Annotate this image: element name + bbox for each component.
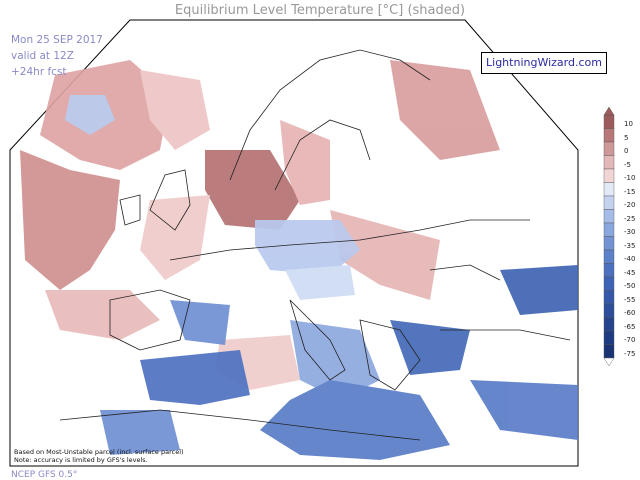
colorbar-swatch <box>603 141 615 156</box>
colorbar-label: -70 <box>624 336 636 344</box>
colorbar-swatch <box>603 263 615 278</box>
colorbar-top-tip <box>603 106 615 116</box>
colorbar-label: -40 <box>624 255 636 263</box>
colorbar-label: -10 <box>624 174 636 182</box>
colorbar-swatch <box>603 168 615 183</box>
valid-label: valid at 12Z <box>11 50 74 62</box>
colorbar-label: -30 <box>624 228 636 236</box>
colorbar-label: -50 <box>624 282 636 290</box>
map-title: Equilibrium Level Temperature [°C] (shad… <box>174 3 466 18</box>
colorbar-swatch <box>603 114 615 129</box>
colorbar-label: -75 <box>624 349 636 358</box>
colorbar-label: -65 <box>624 322 636 331</box>
colorbar-label: 10 <box>624 120 633 128</box>
colorbar-label: 0 <box>624 147 629 155</box>
colorbar-swatch <box>603 182 615 197</box>
colorbar-label: -15 <box>624 187 636 196</box>
note-line-1: Based on Most-Unstable parcel (incl. sur… <box>14 448 184 456</box>
colorbar-swatch <box>603 249 615 264</box>
date-label: Mon 25 SEP 2017 <box>11 34 103 46</box>
colorbar-label: -20 <box>624 201 636 209</box>
forecast-label: +24hr fcst <box>11 66 67 78</box>
colorbar-swatch <box>603 303 615 318</box>
colorbar-swatch <box>603 155 615 170</box>
colorbar-label: -60 <box>624 309 636 317</box>
colorbar-bottom-tip <box>603 357 615 367</box>
colorbar-swatch <box>603 222 615 237</box>
colorbar-label: -35 <box>624 241 636 250</box>
brand-link[interactable]: LightningWizard.com <box>481 52 607 74</box>
colorbar-label: -25 <box>624 214 636 223</box>
model-label: NCEP GFS 0.5° <box>11 470 78 480</box>
colorbar-swatch <box>603 317 615 332</box>
colorbar <box>603 106 615 367</box>
colorbar-label: -45 <box>624 268 636 277</box>
colorbar-swatch <box>603 209 615 224</box>
colorbar-label: -5 <box>624 160 631 169</box>
colorbar-swatch <box>603 344 615 359</box>
cold-shading <box>65 95 578 460</box>
note-line-2: Note: accuracy is limited by GFS's level… <box>14 456 148 464</box>
colorbar-swatch <box>603 330 615 345</box>
coastlines <box>59 49 571 441</box>
colorbar-swatch <box>603 236 615 251</box>
colorbar-swatch <box>603 128 615 143</box>
colorbar-swatch <box>603 290 615 305</box>
colorbar-label: 5 <box>624 133 629 142</box>
colorbar-swatch <box>603 195 615 210</box>
colorbar-swatch <box>603 276 615 291</box>
colorbar-label: -55 <box>624 295 636 304</box>
